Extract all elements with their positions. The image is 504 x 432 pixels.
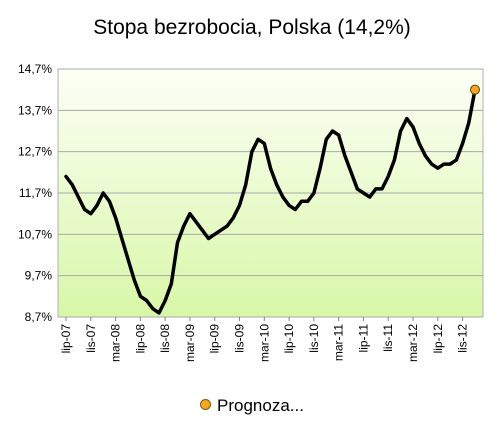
x-tick-label: lip-07 xyxy=(59,324,73,354)
y-tick-label: 10,7% xyxy=(18,227,52,241)
y-axis: 8,7% 9,7% 10,7% 11,7% 12,7% 13,7% 14,7% xyxy=(18,62,52,324)
x-tick-label: lip-11 xyxy=(356,324,370,353)
x-tick-label: lis-10 xyxy=(307,324,321,353)
series xyxy=(64,84,480,315)
x-tick-label: mar-10 xyxy=(257,324,271,362)
x-tick-label: mar-08 xyxy=(109,324,123,362)
x-tick-label: lip-10 xyxy=(282,324,296,354)
x-tick-label: lip-08 xyxy=(133,324,147,354)
legend-label: Prognoza... xyxy=(217,396,304,415)
x-tick-label: lis-11 xyxy=(381,324,395,352)
x-tick-label: lis-09 xyxy=(233,324,247,353)
chart-title: Stopa bezrobocia, Polska (14,2%) xyxy=(93,16,411,39)
forecast-point xyxy=(470,84,480,95)
y-tick-label: 8,7% xyxy=(25,310,53,324)
x-tick-label: mar-12 xyxy=(406,324,420,362)
gridlines xyxy=(58,68,483,318)
x-tick-label: lis-07 xyxy=(84,324,98,353)
x-axis: lip-07 lis-07 mar-08 lip-08 lis-08 mar-09 lip-… xyxy=(59,317,470,362)
y-tick-label: 13,7% xyxy=(18,103,52,117)
x-tick-label: mar-09 xyxy=(183,324,197,362)
y-tick-label: 14,7% xyxy=(18,62,52,76)
legend-marker-icon xyxy=(200,399,212,411)
y-tick-label: 9,7% xyxy=(25,269,53,283)
x-tick-label: lis-08 xyxy=(158,324,172,353)
x-tick-label: lip-09 xyxy=(208,324,222,354)
series-line xyxy=(64,87,477,315)
x-tick-label: lip-12 xyxy=(431,324,445,354)
y-tick-label: 12,7% xyxy=(18,145,52,159)
y-tick-label: 11,7% xyxy=(19,186,52,200)
x-tick-label: mar-11 xyxy=(332,324,346,361)
x-tick-label: lis-12 xyxy=(456,324,470,353)
legend: Prognoza... xyxy=(0,396,504,416)
